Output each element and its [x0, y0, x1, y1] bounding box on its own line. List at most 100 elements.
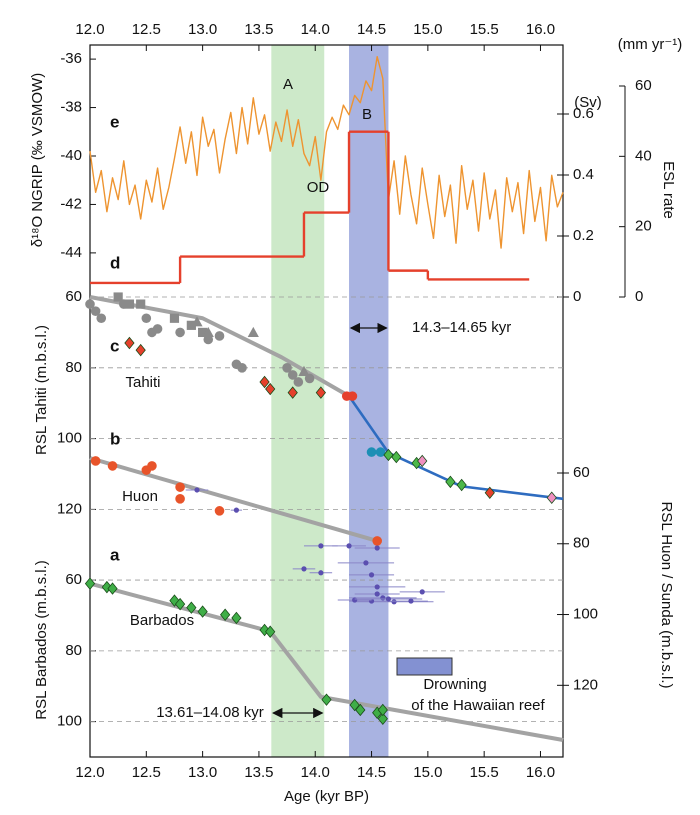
x-tick-label-top: 14.5: [357, 21, 386, 38]
circle-marker: [368, 572, 375, 578]
circle-marker: [147, 461, 157, 471]
panel-label: e: [110, 112, 119, 131]
diamond-marker: [186, 601, 197, 614]
drowning-swatch: [396, 657, 453, 676]
annotation: OD: [307, 179, 330, 196]
diamond-marker: [220, 608, 231, 621]
circle-marker: [363, 560, 369, 566]
panel-label: b: [110, 429, 120, 448]
circle-marker: [374, 545, 380, 551]
diamond-marker: [259, 375, 270, 389]
circle-marker: [347, 391, 358, 401]
square-marker: [186, 320, 196, 330]
x-tick-label: 12.5: [132, 764, 161, 781]
data-line: [89, 456, 378, 543]
triangle-marker: [202, 326, 214, 338]
axis-label: RSL Huon / Sunda (m.b.s.l.): [658, 501, 675, 688]
circle-marker: [282, 363, 292, 373]
circle-marker: [318, 543, 324, 549]
y-tick-label: 60: [635, 77, 652, 94]
y-tick-label: -40: [60, 147, 82, 164]
circle-marker: [175, 494, 185, 504]
circle-marker: [237, 363, 247, 373]
diamond-marker: [124, 336, 135, 350]
circle-marker: [287, 370, 298, 380]
y-tick-label: -44: [60, 244, 82, 261]
x-tick-label: 13.0: [188, 764, 217, 781]
y-tick-label: 0.4: [573, 166, 594, 183]
circle-marker: [175, 327, 185, 338]
y-tick-label: 0.6: [573, 105, 594, 122]
diamond-marker: [315, 386, 326, 399]
circle-marker: [96, 313, 107, 324]
diamond-marker: [377, 703, 388, 717]
panel-label: c: [110, 336, 119, 355]
circle-marker: [90, 306, 101, 316]
y-tick-label: 0: [573, 288, 581, 305]
panel-label: a: [110, 545, 120, 564]
x-tick-label: 15.5: [470, 764, 499, 781]
axis-label: ESL rate: [660, 161, 677, 219]
annotation: Drowning: [423, 676, 486, 693]
x-tick-label-top: 12.0: [75, 21, 104, 38]
diamond-marker: [259, 623, 270, 637]
y-tick-label: 80: [65, 359, 82, 376]
y-tick-label: 100: [57, 713, 82, 730]
circle-marker: [366, 447, 377, 457]
x-tick-label: 12.0: [75, 764, 104, 781]
diamond-marker: [321, 693, 332, 706]
y-tick-label: 120: [57, 500, 82, 517]
annotation: Barbados: [130, 612, 194, 629]
y-tick-label: 60: [65, 288, 82, 305]
circle-marker: [372, 536, 382, 546]
diamond-marker: [445, 475, 456, 489]
x-tick-label-top: 12.5: [132, 21, 161, 38]
axis-label: δ¹⁸O NGRIP (‰ VSMOW): [29, 73, 46, 247]
circle-marker: [374, 591, 380, 597]
x-tick-label-top: 14.0: [301, 21, 330, 38]
circle-marker: [194, 487, 200, 493]
diamond-marker: [265, 625, 276, 638]
y-tick-label: 60: [65, 571, 82, 588]
annotation: B: [362, 106, 372, 123]
annotation: of the Hawaiian reef: [411, 697, 545, 714]
circle-marker: [301, 566, 307, 572]
diamond-marker: [174, 597, 186, 611]
annotation: 14.3–14.65 kyr: [412, 319, 511, 336]
x-tick-label-top: 16.0: [526, 21, 555, 38]
x-tick-label: 13.5: [244, 764, 273, 781]
diamond-marker: [135, 343, 146, 357]
circle-marker: [107, 461, 118, 471]
diamond-marker: [391, 450, 402, 464]
square-marker: [198, 327, 208, 338]
x-tick-label: 15.0: [413, 764, 442, 781]
annotation: Tahiti: [125, 374, 160, 391]
axis-label: (Sv): [574, 94, 602, 111]
diamond-marker: [107, 582, 118, 595]
data-line: [89, 295, 351, 398]
y-tick-label: 0.2: [573, 227, 594, 244]
y-tick-label: 120: [573, 676, 598, 693]
circle-marker: [352, 597, 358, 603]
circle-marker: [304, 373, 315, 384]
y-tick-label: 0: [635, 288, 643, 305]
shaded-interval: [271, 45, 325, 757]
y-tick-label: 100: [57, 430, 82, 447]
circle-marker: [380, 595, 386, 601]
x-tick-label: 14.5: [357, 764, 386, 781]
diamond-marker: [417, 454, 428, 468]
y-tick-label: 80: [573, 535, 590, 552]
square-marker: [169, 313, 180, 323]
circle-marker: [346, 543, 352, 549]
x-tick-label-top: 13.5: [244, 21, 273, 38]
circle-marker: [175, 482, 185, 492]
circle-marker: [203, 334, 214, 345]
data-line: [89, 55, 564, 249]
diamond-marker: [349, 698, 360, 712]
y-tick-label: 60: [573, 464, 590, 481]
circle-marker: [375, 447, 386, 457]
triangle-marker: [298, 365, 310, 376]
circle-marker: [152, 324, 163, 334]
x-tick-label-top: 13.0: [188, 21, 217, 38]
square-marker: [124, 299, 135, 309]
